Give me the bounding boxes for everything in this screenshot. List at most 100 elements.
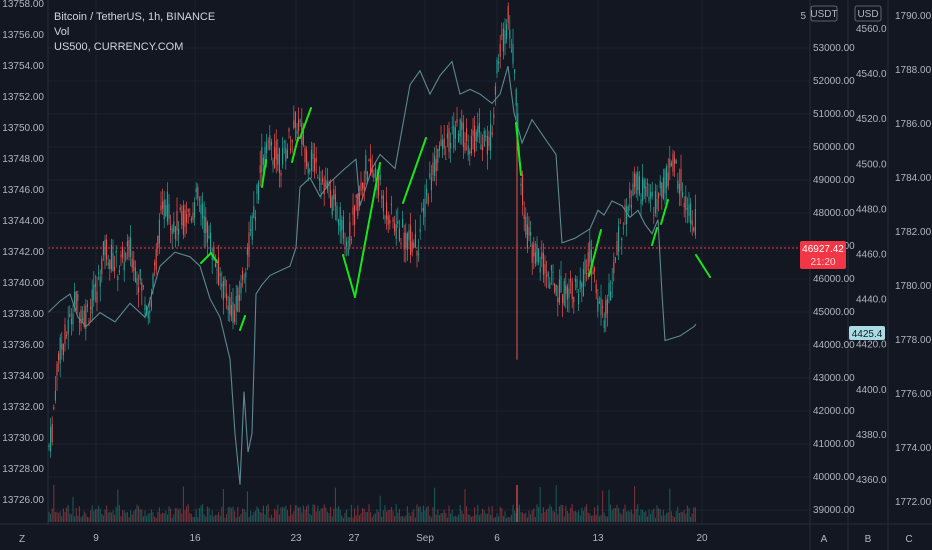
volume-bar	[478, 515, 480, 522]
volume-bar	[643, 511, 645, 522]
left-price-axis[interactable]: 13758.00 13756.00 13754.00 13752.00 13750.00…	[2, 0, 44, 506]
candle-body	[410, 225, 412, 255]
volume-bar	[682, 512, 684, 522]
corner-letter[interactable]: Z	[19, 534, 25, 545]
candle-body	[558, 279, 560, 303]
candle-body	[320, 183, 322, 185]
candle-body	[334, 194, 336, 206]
candle-body	[478, 123, 480, 133]
usdt-label[interactable]: USDT	[810, 9, 837, 20]
volume-bar	[354, 508, 356, 522]
volume-bar	[435, 514, 437, 522]
candle-body	[373, 173, 375, 178]
right-price-axis[interactable]: 1790.00 1788.00 1786.00 1784.00 1782.00 1780.…	[895, 11, 932, 508]
candle-body	[234, 310, 236, 323]
candle-body	[483, 130, 485, 147]
trend-line[interactable]	[402, 137, 427, 204]
candle-body	[264, 146, 266, 166]
volume-bar	[342, 517, 344, 522]
volume-bar	[662, 509, 664, 522]
scale-letter-c[interactable]: C	[905, 534, 912, 545]
left-tick-label: 13728.00	[2, 464, 44, 475]
trend-line[interactable]	[291, 137, 299, 163]
candle-body	[216, 269, 218, 271]
usdt-price-axis[interactable]: 53000.00 52000.00 51000.00 50000.00 49000.00…	[813, 43, 855, 516]
volume-bar	[363, 509, 365, 522]
volume-bar	[472, 515, 474, 522]
time-axis[interactable]: 9 16 23 27 Sep 6 13 20	[93, 533, 708, 544]
usd-label[interactable]: USD	[857, 9, 878, 20]
trend-line[interactable]	[239, 315, 246, 331]
left-tick-label: 13732.00	[2, 402, 44, 413]
trend-line[interactable]	[588, 229, 602, 277]
legend-volume[interactable]: Vol	[54, 26, 70, 38]
volume-bar	[661, 515, 663, 522]
trend-line[interactable]	[660, 199, 669, 225]
volume-bar	[254, 510, 256, 522]
candle-body	[80, 310, 82, 324]
volume-bar	[459, 504, 461, 522]
btc-candles	[48, 2, 696, 458]
candle-body	[674, 158, 676, 165]
candle-body	[162, 201, 164, 209]
volume-bar	[390, 507, 392, 522]
candle-body	[435, 158, 437, 172]
trend-line[interactable]	[354, 162, 381, 298]
trend-line[interactable]	[261, 159, 267, 188]
volume-bar	[61, 516, 63, 522]
volume-bar	[86, 516, 88, 522]
trend-line[interactable]	[695, 254, 711, 278]
candle-body	[179, 207, 181, 210]
scale-letter-b[interactable]: B	[865, 534, 872, 545]
candle-body	[69, 313, 71, 318]
candle-body	[534, 252, 536, 264]
scale-letter-a[interactable]: A	[821, 534, 828, 545]
candle-body	[491, 132, 493, 135]
candle-body	[368, 159, 370, 162]
trend-lines[interactable]	[200, 107, 711, 331]
volume-bar	[534, 517, 536, 522]
volume-bar	[613, 508, 615, 522]
usd-label-box[interactable]	[854, 5, 882, 22]
trend-line[interactable]	[342, 254, 356, 298]
candle-body	[379, 174, 381, 180]
candle-body	[299, 120, 301, 122]
candle-body	[592, 271, 594, 275]
trend-line[interactable]	[515, 122, 522, 176]
candle-body	[213, 246, 215, 259]
legend-compare-symbol[interactable]: US500, CURRENCY.COM	[54, 41, 184, 53]
candle-body	[480, 144, 482, 150]
trend-line[interactable]	[299, 107, 312, 139]
volume-bar	[54, 512, 56, 522]
candle-body	[502, 28, 504, 52]
candle-body	[325, 179, 327, 188]
candle-body	[101, 258, 103, 275]
volume-bar	[456, 516, 458, 522]
candle-body	[317, 177, 319, 179]
candle-body	[394, 223, 396, 232]
usdt-label-box[interactable]	[810, 5, 838, 22]
volume-bar	[237, 506, 239, 522]
volume-bar	[120, 516, 122, 522]
volume-bar	[530, 514, 532, 522]
trend-line[interactable]	[210, 252, 218, 263]
candle-body	[416, 250, 418, 256]
left-tick-label: 13754.00	[2, 61, 44, 72]
usd-price-axis[interactable]: 4560.0 4540.0 4520.0 4500.0 4480.0 4460.0 4440…	[856, 24, 887, 486]
candle-body	[598, 301, 600, 304]
candle-body	[208, 235, 210, 238]
volume-bar	[278, 514, 280, 522]
legend-main-symbol[interactable]: Bitcoin / TetherUS, 1h, BINANCE	[54, 11, 216, 23]
candle-body	[618, 226, 620, 252]
volume-bar	[320, 508, 322, 522]
trend-line[interactable]	[200, 252, 212, 264]
gear-marker[interactable]: 5	[800, 11, 806, 22]
volume-bar	[376, 509, 378, 522]
trend-line[interactable]	[651, 227, 658, 246]
candle-body	[78, 320, 80, 323]
volume-bar	[222, 489, 224, 522]
volume-bar	[581, 507, 583, 522]
candle-body	[181, 211, 183, 226]
volume-bar	[686, 505, 688, 522]
